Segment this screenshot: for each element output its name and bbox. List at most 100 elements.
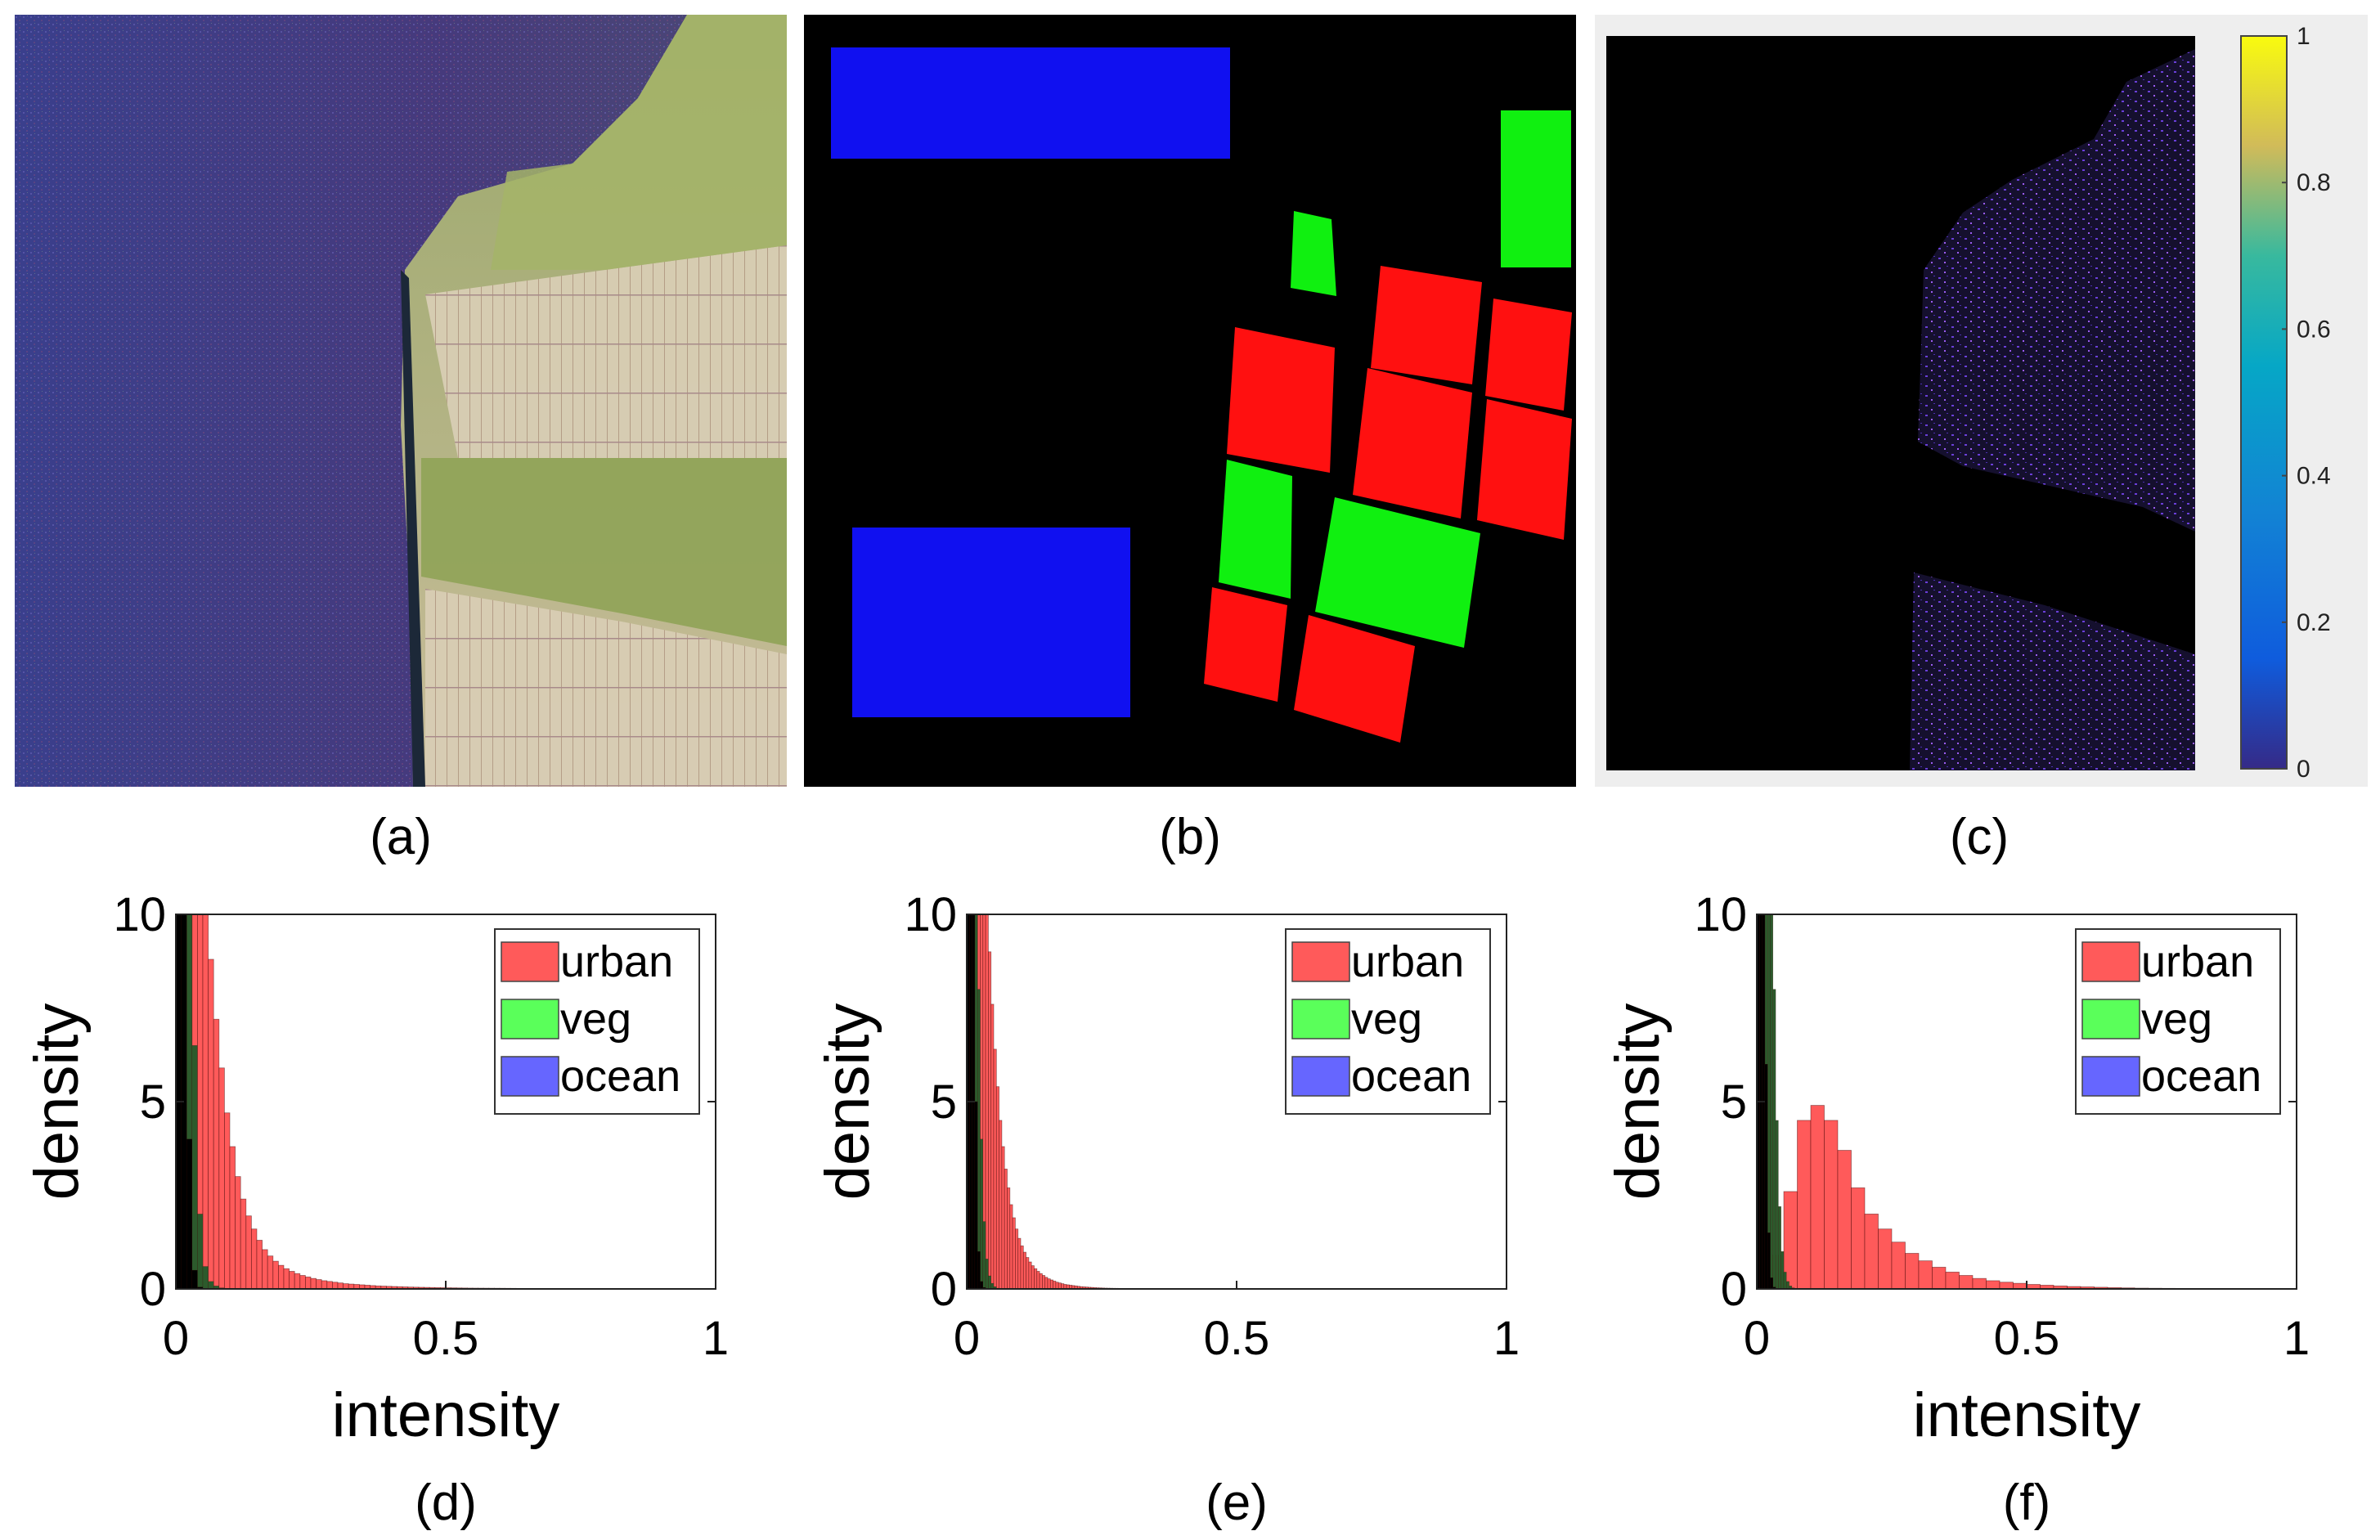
sar-urban-block-2	[425, 589, 787, 787]
histogram-bar-urban	[1810, 1105, 1825, 1290]
histogram-bar-urban	[277, 1264, 285, 1290]
x-tick-label: 0.5	[413, 1312, 479, 1365]
heatmap-urban-upper	[1918, 49, 2195, 532]
legend-label-ocean: ocean	[1351, 1052, 1471, 1101]
histogram-bar-veg	[988, 1275, 991, 1290]
histogram-bar-veg	[982, 1221, 986, 1290]
histogram-bar-urban	[2013, 1282, 2027, 1290]
histogram-bar-urban	[1034, 1268, 1038, 1290]
caption-b: (b)	[1159, 809, 1221, 865]
x-tick-label: 0	[163, 1312, 189, 1365]
histogram-bar-urban	[1028, 1261, 1032, 1290]
mask-urban-region-7	[1294, 615, 1415, 743]
x-tick-label: 0.5	[1994, 1312, 2060, 1365]
y-tick-label: 0	[140, 1263, 166, 1316]
colorbar-tick-label: 1	[2297, 23, 2310, 50]
histogram-bar-urban	[1004, 1169, 1008, 1290]
caption-f: (f)	[2003, 1475, 2051, 1531]
legend-swatch-veg	[2081, 999, 2140, 1039]
histogram-bar-urban	[299, 1275, 306, 1290]
histogram-bar-ocean	[977, 1250, 981, 1290]
histogram-bar-urban	[316, 1279, 322, 1290]
histogram-bar-urban	[1020, 1245, 1024, 1290]
histogram-bar-veg	[1770, 914, 1773, 1290]
legend-label-ocean: ocean	[2141, 1052, 2261, 1101]
caption-c: (c)	[1950, 809, 2009, 865]
legend-label-veg: veg	[560, 994, 631, 1044]
legend-swatch-urban	[501, 941, 559, 982]
x-tick-label: 1	[1493, 1312, 1520, 1365]
colorbar-tick-label: 0.4	[2297, 463, 2331, 490]
mask-ocean-region-2	[852, 528, 1130, 717]
histogram-bar-urban	[267, 1255, 274, 1290]
histogram-bar-urban	[235, 1176, 241, 1290]
histogram-bar-urban	[1053, 1280, 1057, 1290]
histogram-bar-ocean	[1764, 1063, 1768, 1290]
histogram-bar-veg	[1772, 989, 1776, 1290]
histogram-bar-urban	[331, 1282, 339, 1290]
sar-urban-block-1	[425, 245, 787, 458]
histogram-bar-veg	[977, 989, 981, 1290]
histogram-bar-urban	[1932, 1267, 1947, 1290]
y-axis-label: density	[1603, 1003, 1673, 1201]
y-tick-label: 5	[1721, 1075, 1747, 1129]
histogram-bar-urban	[1986, 1280, 2001, 1290]
colorbar-tick-label: 0.2	[2297, 609, 2331, 636]
x-axis-label: intensity	[332, 1381, 560, 1450]
histogram-bar-urban	[1047, 1278, 1051, 1290]
legend-swatch-veg	[501, 999, 559, 1039]
x-axis-label: intensity	[1913, 1381, 2141, 1450]
x-tick-label: 0	[954, 1312, 980, 1365]
histogram-bar-urban	[1851, 1187, 1866, 1290]
mask-urban-region-1	[1371, 266, 1482, 384]
histogram-bar-veg	[191, 1045, 198, 1290]
histogram-bar-urban	[993, 1048, 997, 1290]
histogram-bar-urban	[1959, 1275, 1974, 1290]
colorbar-tick-label: 0	[2297, 756, 2310, 783]
histogram-bar-urban	[1015, 1228, 1019, 1290]
histogram-bar-veg	[202, 1266, 209, 1290]
mask-urban-region-5	[1477, 399, 1572, 540]
histogram-bar-urban	[272, 1260, 279, 1290]
histogram-bar-urban	[218, 1067, 225, 1290]
histogram-bar-urban	[985, 914, 989, 1290]
histogram-bar-urban	[213, 1018, 220, 1290]
y-tick-label: 5	[931, 1075, 957, 1129]
histogram-bar-urban	[240, 1198, 247, 1290]
histogram-bar-ocean	[974, 1101, 978, 1290]
legend-swatch-ocean	[501, 1056, 559, 1097]
legend-swatch-veg	[1291, 999, 1350, 1039]
y-tick-label: 0	[1721, 1263, 1747, 1316]
legend-label-veg: veg	[1351, 994, 1422, 1044]
histogram-bar-urban	[202, 914, 209, 1290]
mask-veg-region-1	[1501, 110, 1571, 267]
histogram-bar-urban	[321, 1280, 328, 1290]
sar-upper-land	[491, 15, 787, 270]
histogram-bar-urban	[1049, 1279, 1054, 1290]
colorbar-ticks: 0 0.2 0.4 0.6 0.8 1	[2282, 23, 2331, 783]
histogram-bar-urban	[310, 1277, 317, 1290]
x-tick-label: 0.5	[1204, 1312, 1270, 1365]
histogram-bar-urban	[1837, 1150, 1852, 1290]
legend-swatch-urban	[2081, 941, 2140, 982]
y-tick-label: 10	[904, 888, 957, 941]
mask-urban-region-3	[1227, 327, 1335, 473]
histogram-bar-urban	[1036, 1271, 1040, 1290]
histogram-bar-urban	[1039, 1273, 1043, 1290]
histogram-f: 0 0.5 10510densityintensity(f)urbanvegocea…	[1603, 888, 2310, 1531]
mask-veg-region-4	[1315, 497, 1480, 648]
histogram-bar-urban	[1007, 1187, 1011, 1290]
panel-a-sar-image	[15, 15, 787, 787]
histogram-bar-urban	[304, 1276, 312, 1290]
histogram-bar-urban	[337, 1282, 344, 1290]
histogram-bar-urban	[256, 1240, 263, 1290]
panel-c-heatmap: 0 0.2 0.4 0.6 0.8 1	[1595, 15, 2368, 787]
y-tick-label: 10	[113, 888, 166, 941]
caption-e: (e)	[1206, 1475, 1268, 1531]
legend-swatch-ocean	[2081, 1056, 2140, 1097]
y-axis-label: density	[22, 1003, 92, 1201]
caption-a: (a)	[370, 809, 432, 865]
histogram-bar-urban	[999, 1120, 1003, 1290]
colorbar	[2240, 35, 2288, 770]
histogram-bar-urban	[250, 1228, 258, 1290]
